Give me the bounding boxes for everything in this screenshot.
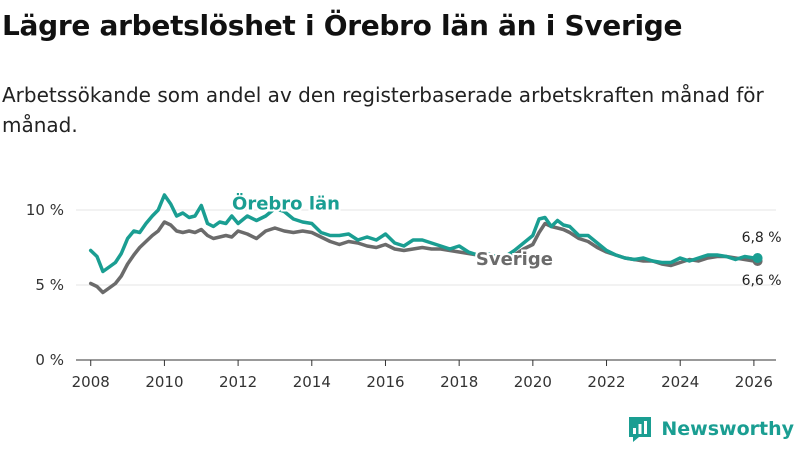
x-tick-label: 2008: [72, 373, 110, 391]
y-tick-label: 0 %: [35, 351, 64, 369]
y-tick-label: 10 %: [26, 201, 64, 219]
y-tick-label: 5 %: [35, 276, 64, 294]
bar-chart-logo-icon: [629, 417, 652, 442]
x-tick-label: 2012: [219, 373, 257, 391]
x-tick-label: 2016: [366, 373, 404, 391]
page-subtitle: Arbetssökande som andel av den registerb…: [2, 83, 764, 137]
x-tick-label: 2022: [587, 373, 625, 391]
brand-name: Newsworthy: [661, 418, 794, 440]
series-label-sverige: Sverige: [476, 249, 553, 270]
end-label-orebro: 6,8 %: [742, 230, 782, 246]
x-axis: 2008 2010 2012 2014 2016 2018 2020 2022 2024 2026: [72, 359, 776, 391]
end-label-sverige: 6,6 %: [742, 273, 782, 289]
x-tick-label: 2026: [735, 373, 773, 391]
x-tick-label: 2024: [661, 373, 699, 391]
series-lines: [88, 193, 763, 295]
series-line-sverige: [88, 220, 760, 295]
x-tick-label: 2020: [514, 373, 552, 391]
series-line-orebro: [88, 193, 760, 274]
y-axis-labels: 0 % 5 % 10 %: [26, 201, 64, 369]
gridlines: [76, 209, 776, 286]
x-tick-label: 2010: [145, 373, 183, 391]
end-point-orebro: [752, 253, 763, 263]
series-labels: 6,6 % 6,8 % Örebro län Sverige: [230, 191, 782, 290]
x-tick-label: 2018: [440, 373, 478, 391]
series-label-orebro: Örebro län: [232, 193, 340, 215]
x-tick-label: 2014: [293, 373, 331, 391]
page-title: Lägre arbetslöshet i Örebro län än i Sve…: [2, 9, 683, 42]
brand-logo: Newsworthy: [627, 414, 794, 444]
